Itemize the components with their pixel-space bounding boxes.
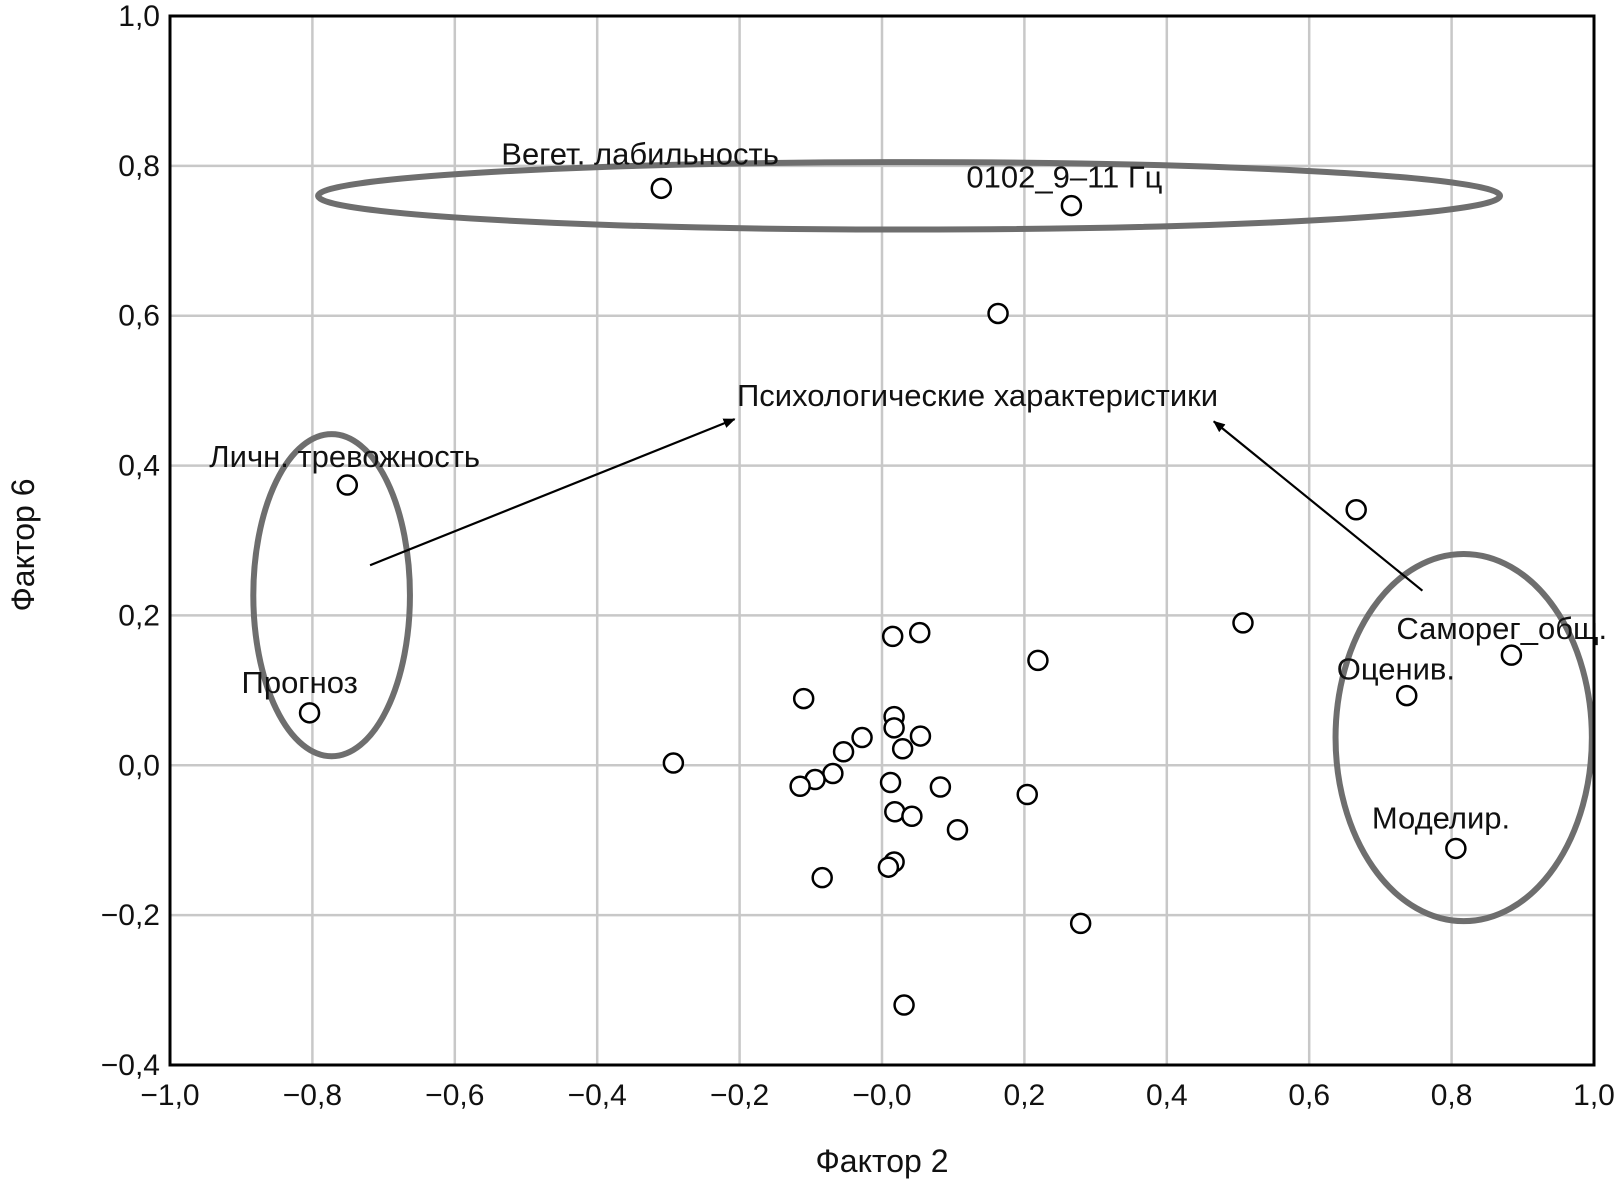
data-point xyxy=(1395,684,1418,707)
x-tick-label: −0,8 xyxy=(283,1079,342,1112)
plot-frame xyxy=(168,14,1596,1067)
x-axis-title: Фактор 2 xyxy=(815,1143,948,1179)
data-point xyxy=(662,752,685,774)
data-point xyxy=(1445,837,1467,860)
data-point xyxy=(883,717,905,739)
point-label: Прогноз xyxy=(242,665,358,700)
x-tick-label: 0,2 xyxy=(1004,1079,1046,1112)
y-tick-label: 0,2 xyxy=(118,599,160,632)
y-tick-label: 0,0 xyxy=(118,749,160,782)
x-tick-label: 0,8 xyxy=(1431,1079,1473,1112)
point-label: Личн. тревожность xyxy=(209,439,480,474)
data-point xyxy=(832,741,855,763)
y-tick-label: 0,8 xyxy=(118,150,160,183)
y-tick-label: 0,6 xyxy=(118,300,160,333)
x-tick-label: −0,2 xyxy=(710,1079,769,1112)
point-label: Оценив. xyxy=(1337,652,1455,687)
data-point xyxy=(1069,912,1092,935)
data-point xyxy=(881,625,904,648)
data-point xyxy=(298,702,321,724)
data-point xyxy=(901,805,923,827)
data-point xyxy=(1345,499,1367,521)
data-point xyxy=(1060,194,1083,217)
data-point xyxy=(811,866,833,889)
x-tick-label: 0,6 xyxy=(1288,1079,1330,1112)
point-label: 0102_9–11 Гц xyxy=(966,160,1162,195)
y-tick-label: 0,4 xyxy=(118,450,160,483)
data-point xyxy=(893,994,915,1016)
y-axis-title: Фактор 6 xyxy=(5,478,41,611)
x-tick-label: −1,0 xyxy=(140,1079,199,1112)
data-point xyxy=(650,177,673,200)
point-label: Вегет. лабильность xyxy=(501,136,779,171)
x-tick-label: −0,4 xyxy=(568,1079,627,1112)
annotations xyxy=(250,159,1595,925)
data-point xyxy=(1232,612,1254,634)
data-point xyxy=(851,726,873,749)
x-tick-label: 1,0 xyxy=(1573,1079,1615,1112)
data-point xyxy=(822,762,844,785)
x-tick-label: −0,0 xyxy=(852,1079,911,1112)
y-tick-label: −0,2 xyxy=(101,899,160,932)
data-point xyxy=(908,621,931,644)
data-point xyxy=(879,771,902,794)
x-tick-label: 0,4 xyxy=(1146,1079,1188,1112)
x-tick-label: −0,6 xyxy=(425,1079,484,1112)
data-point xyxy=(877,856,900,878)
data-point xyxy=(1027,649,1049,672)
annotation-label: Психологические характеристики xyxy=(737,378,1218,413)
point-label: Саморег_общ. xyxy=(1396,611,1607,646)
highlight-ellipse xyxy=(250,431,413,760)
data-point xyxy=(1016,783,1038,806)
data-point xyxy=(909,725,932,747)
data-point xyxy=(336,474,359,496)
y-tick-label: −0,4 xyxy=(101,1049,160,1082)
point-label: Моделир. xyxy=(1372,800,1510,835)
data-point xyxy=(929,776,952,798)
data-points xyxy=(298,177,1523,1016)
data-point xyxy=(946,818,969,841)
highlight-ellipse xyxy=(1332,550,1595,925)
arrow xyxy=(369,418,736,567)
data-point xyxy=(987,302,1009,325)
arrow xyxy=(1213,420,1424,592)
data-point xyxy=(792,687,815,710)
data-point xyxy=(891,738,914,760)
highlight-ellipse xyxy=(315,159,1504,233)
data-point xyxy=(1500,644,1523,666)
data-point xyxy=(789,775,811,798)
tick-labels: −1,0 −0,8 −0,6 −0,4 −0,2 −0,0 0,2 0,4 0,6 0,8 1,0 −… xyxy=(101,0,1615,1112)
y-tick-label: 1,0 xyxy=(118,0,160,33)
point-labels: Вегет. лабильность 0102_9–11 Гц Личн. трев… xyxy=(209,136,1607,835)
